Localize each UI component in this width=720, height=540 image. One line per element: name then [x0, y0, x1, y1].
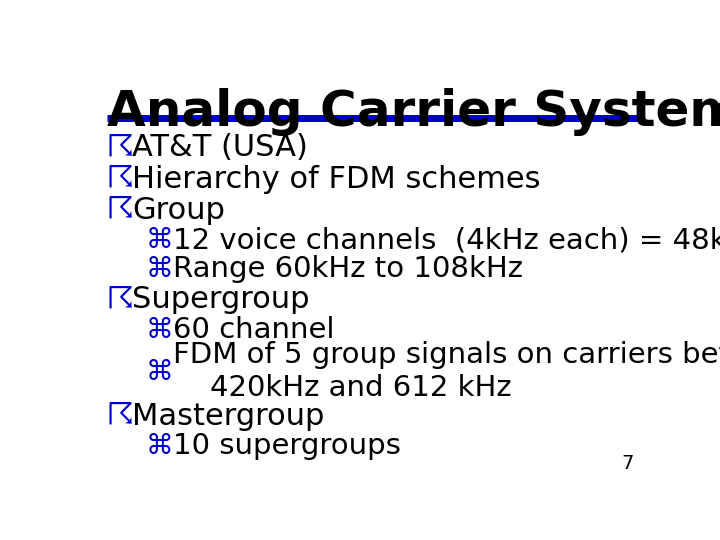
- Text: Mastergroup: Mastergroup: [132, 402, 324, 431]
- Text: ⌘: ⌘: [145, 316, 174, 343]
- Text: ☈: ☈: [107, 133, 134, 163]
- Text: Analog Carrier Systems: Analog Carrier Systems: [107, 87, 720, 136]
- Text: 60 channel: 60 channel: [173, 316, 334, 343]
- Text: FDM of 5 group signals on carriers between
    420kHz and 612 kHz: FDM of 5 group signals on carriers betwe…: [173, 341, 720, 402]
- Text: ⌘: ⌘: [145, 432, 174, 460]
- Text: Group: Group: [132, 196, 225, 225]
- Text: ⌘: ⌘: [145, 254, 174, 282]
- Text: Range 60kHz to 108kHz: Range 60kHz to 108kHz: [173, 254, 523, 282]
- Text: ☈: ☈: [107, 402, 134, 431]
- Text: Supergroup: Supergroup: [132, 285, 310, 314]
- Text: Hierarchy of FDM schemes: Hierarchy of FDM schemes: [132, 165, 540, 194]
- Text: ⌘: ⌘: [145, 357, 174, 386]
- Text: 12 voice channels  (4kHz each) = 48kHz: 12 voice channels (4kHz each) = 48kHz: [173, 226, 720, 254]
- Text: 10 supergroups: 10 supergroups: [173, 432, 400, 460]
- Text: ☈: ☈: [107, 165, 134, 194]
- Text: AT&T (USA): AT&T (USA): [132, 133, 307, 163]
- Text: ☈: ☈: [107, 196, 134, 225]
- Text: ⌘: ⌘: [145, 226, 174, 254]
- Text: ☈: ☈: [107, 285, 134, 314]
- Text: 7: 7: [621, 454, 634, 473]
